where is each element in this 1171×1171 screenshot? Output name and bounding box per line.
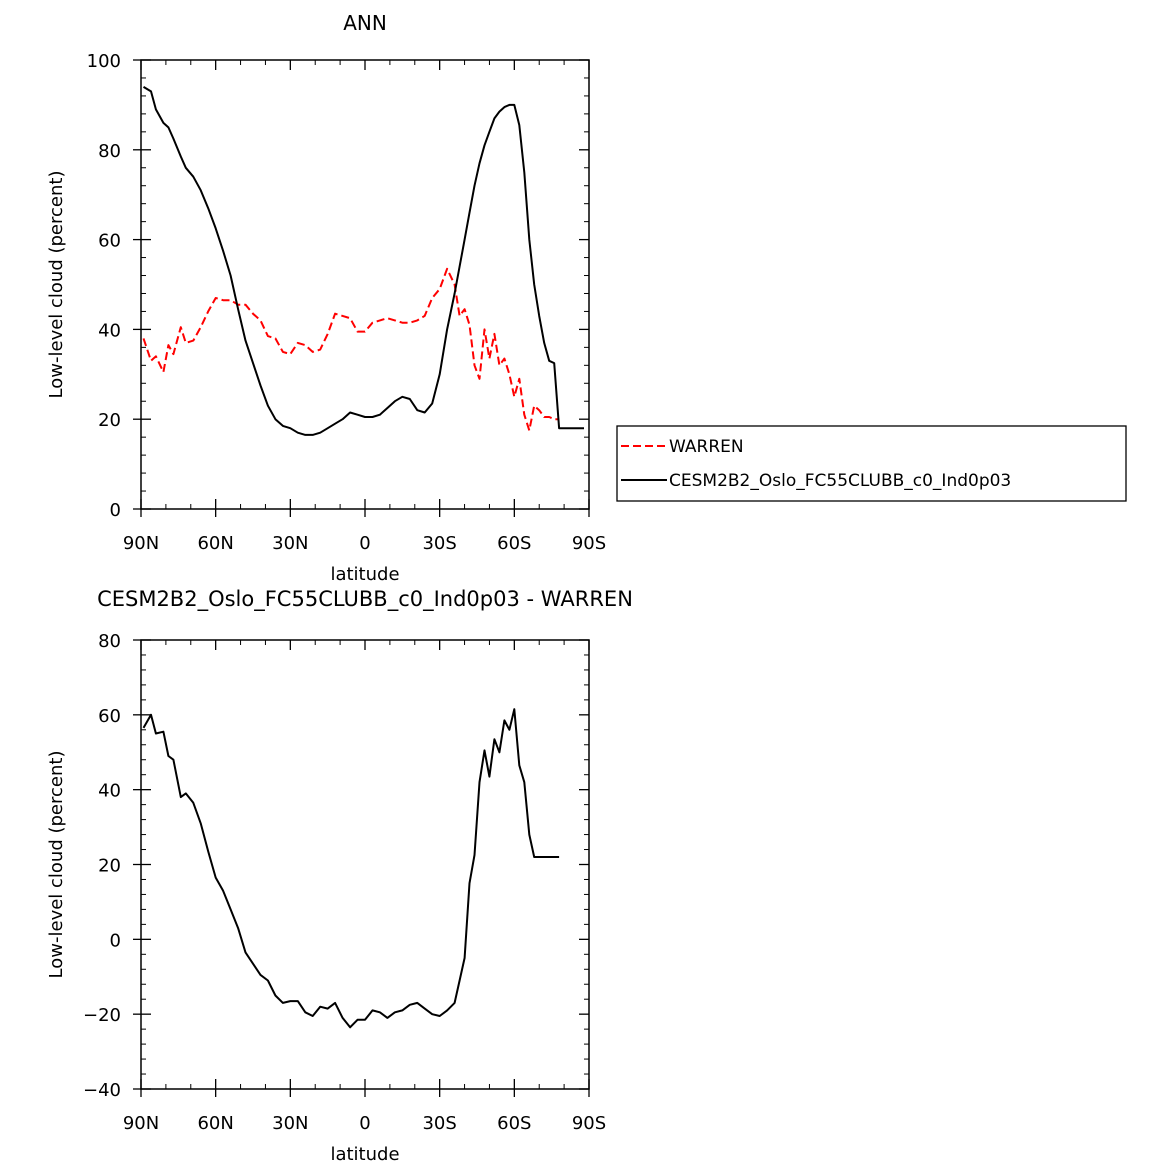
chart-title: ANN: [343, 11, 387, 35]
x-tick-label: 30S: [422, 1113, 456, 1134]
x-tick-label: 90N: [123, 1113, 159, 1134]
plot-frame: [140, 639, 590, 1090]
y-tick-label: 20: [98, 856, 121, 877]
y-tick-label: 20: [98, 410, 121, 431]
x-axis-label: latitude: [330, 1144, 399, 1165]
x-tick-label: 60S: [497, 1113, 531, 1134]
bottom-panel-difference-chart: CESM2B2_Oslo_FC55CLUBB_c0_Ind0p03 - WARR…: [46, 587, 633, 1165]
x-tick-label: 30S: [422, 533, 456, 554]
x-tick-label: 90S: [572, 1113, 606, 1134]
y-tick-label: 0: [110, 500, 121, 521]
top-panel-annual-cloud-chart: ANN 90N 60N 30N 0 30S 60S 90S 0 20 40 60 80 100 latitu…: [46, 11, 606, 585]
x-tick-label: 60N: [197, 1113, 233, 1134]
chart-title: CESM2B2_Oslo_FC55CLUBB_c0_Ind0p03 - WARR…: [97, 587, 633, 612]
x-tick-label: 90S: [572, 533, 606, 554]
y-tick-label: −40: [83, 1080, 121, 1101]
x-tick-label: 0: [359, 533, 370, 554]
x-axis-label: latitude: [330, 564, 399, 585]
series-line-warren: [142, 267, 560, 432]
plot-frame: [140, 59, 590, 510]
x-tick-label: 60N: [197, 533, 233, 554]
y-tick-label: 60: [98, 706, 121, 727]
x-tick-label: 30N: [272, 1113, 308, 1134]
y-tick-label: 80: [98, 631, 121, 652]
x-tick-label: 90N: [123, 533, 159, 554]
x-tick-label: 0: [359, 1113, 370, 1134]
x-tick-label: 30N: [272, 533, 308, 554]
y-tick-label: 100: [87, 51, 121, 72]
legend: WARREN CESM2B2_Oslo_FC55CLUBB_c0_Ind0p03: [616, 425, 1127, 502]
legend-label-1: CESM2B2_Oslo_FC55CLUBB_c0_Ind0p03: [669, 471, 1011, 491]
y-tick-label: 0: [110, 930, 121, 951]
series-line-cesm2b2-oslo-fc55clubb-c0-ind0p03: [142, 86, 584, 436]
y-axis-label: Low-level cloud (percent): [46, 751, 67, 979]
legend-box: [616, 425, 1127, 502]
y-tick-label: 40: [98, 781, 121, 802]
x-tick-label: 60S: [497, 533, 531, 554]
y-tick-label: 40: [98, 320, 121, 341]
difference-series-line: [142, 708, 560, 1029]
y-tick-label: −20: [83, 1005, 121, 1026]
legend-label-0: WARREN: [669, 437, 744, 457]
y-axis-label: Low-level cloud (percent): [46, 171, 67, 399]
y-tick-label: 60: [98, 231, 121, 252]
y-tick-label: 80: [98, 141, 121, 162]
